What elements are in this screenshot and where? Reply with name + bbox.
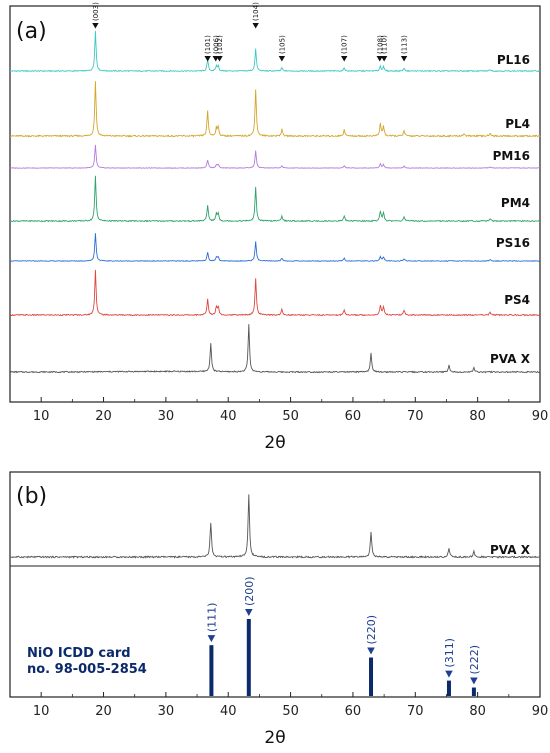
peak-marker-label: (101) [204,35,212,54]
x-tick-label-a: 80 [469,409,486,424]
panel-b: PVA X (111) (200) (220) (311) (222) NiO ICDD c… [9,471,549,748]
x-axis-title-b: 2θ [264,728,285,748]
reference-stick-label: (220) [365,615,378,645]
reference-stick-label: (200) [243,576,256,606]
series-line-pm16 [9,144,541,169]
peak-marker-label: (102) [216,35,224,54]
x-tick-label-a: 10 [33,409,50,424]
reference-stick [369,657,374,696]
reference-card-label-line1: NiO ICDD card [27,646,131,661]
x-tick-label-b: 80 [469,704,486,719]
series-line-ps4 [9,269,541,317]
series-label-pl16: PL16 [497,53,530,67]
peak-marker-triangle [252,23,259,29]
series-label-ps4: PS4 [504,293,530,307]
peak-marker-triangle [278,56,286,62]
peak-marker-triangle [376,56,383,62]
x-tick-label-a: 40 [220,409,237,424]
reference-stick [446,680,451,696]
reference-stick [246,619,251,696]
reference-stick-label: (111) [205,603,218,633]
series-label-ps16: PS16 [496,236,530,250]
x-tick-label-b: 30 [158,704,175,719]
x-tick-label-a: 70 [407,409,424,424]
peak-marker-label: (110) [381,35,389,54]
peak-marker-label: (003) [92,2,100,21]
peak-marker-label: (113) [401,35,409,54]
series-line-pl4 [9,81,541,138]
x-tick-label-b: 90 [532,704,549,719]
x-tick-label-b: 10 [33,704,50,719]
x-tick-label-b: 70 [407,704,424,719]
reference-marker-triangle [367,647,375,655]
reference-marker-triangle [470,677,478,685]
series-line-ps16 [9,233,541,262]
series-label-pva-x: PVA X [490,352,531,366]
reference-card-label-line2: no. 98-005-2854 [27,662,147,677]
peak-marker-triangle [92,23,99,29]
plot-frame-b [9,471,541,698]
x-axis-title-a: 2θ [264,433,285,453]
reference-marker-triangle [245,609,253,616]
reference-stick-label: (311) [443,638,456,668]
peak-marker-triangle [216,56,223,62]
reference-stick [209,645,214,696]
x-tick-label-b: 60 [345,704,362,719]
peak-marker-triangle [204,56,211,62]
series-label-pva-x-b: PVA X [490,543,531,557]
panel-label-a: (a) [16,19,47,44]
panel-label-b: (b) [16,484,47,509]
x-tick-label-b: 20 [95,704,112,719]
series-line-pm4 [9,175,541,223]
series-label-pm16: PM16 [493,149,530,163]
series-label-pl4: PL4 [505,117,530,131]
reference-stick-label: (222) [468,645,481,675]
peak-marker-triangle [341,56,348,62]
reference-marker-triangle [207,635,216,643]
reference-stick [471,687,476,696]
x-tick-label-a: 20 [95,409,112,424]
peak-marker-label: (104) [252,2,260,21]
x-tick-label-a: 30 [158,409,175,424]
x-tick-label-a: 90 [532,409,549,424]
plot-frame-a [9,5,541,403]
x-tick-label-b: 50 [282,704,299,719]
peak-marker-label: (105) [278,35,286,54]
peak-marker-label: (006) [212,35,220,54]
x-tick-label-a: 50 [282,409,299,424]
series-line-pl16 [9,30,541,73]
peak-marker-label: (108) [376,35,384,54]
peak-marker-triangle [380,56,388,62]
peak-marker-label: (107) [341,35,349,54]
series-line-pva-x-b [9,494,541,559]
reference-marker-triangle [445,670,453,678]
panel-a: PL16 PL4 PM16 PM4 PS16 PS4 PVA X (003) (101) (006… [9,2,549,453]
series-line-pva-x [9,324,541,374]
x-tick-label-a: 60 [345,409,362,424]
peak-marker-triangle [400,56,408,62]
series-label-pm4: PM4 [501,196,530,210]
x-tick-label-b: 40 [220,704,237,719]
